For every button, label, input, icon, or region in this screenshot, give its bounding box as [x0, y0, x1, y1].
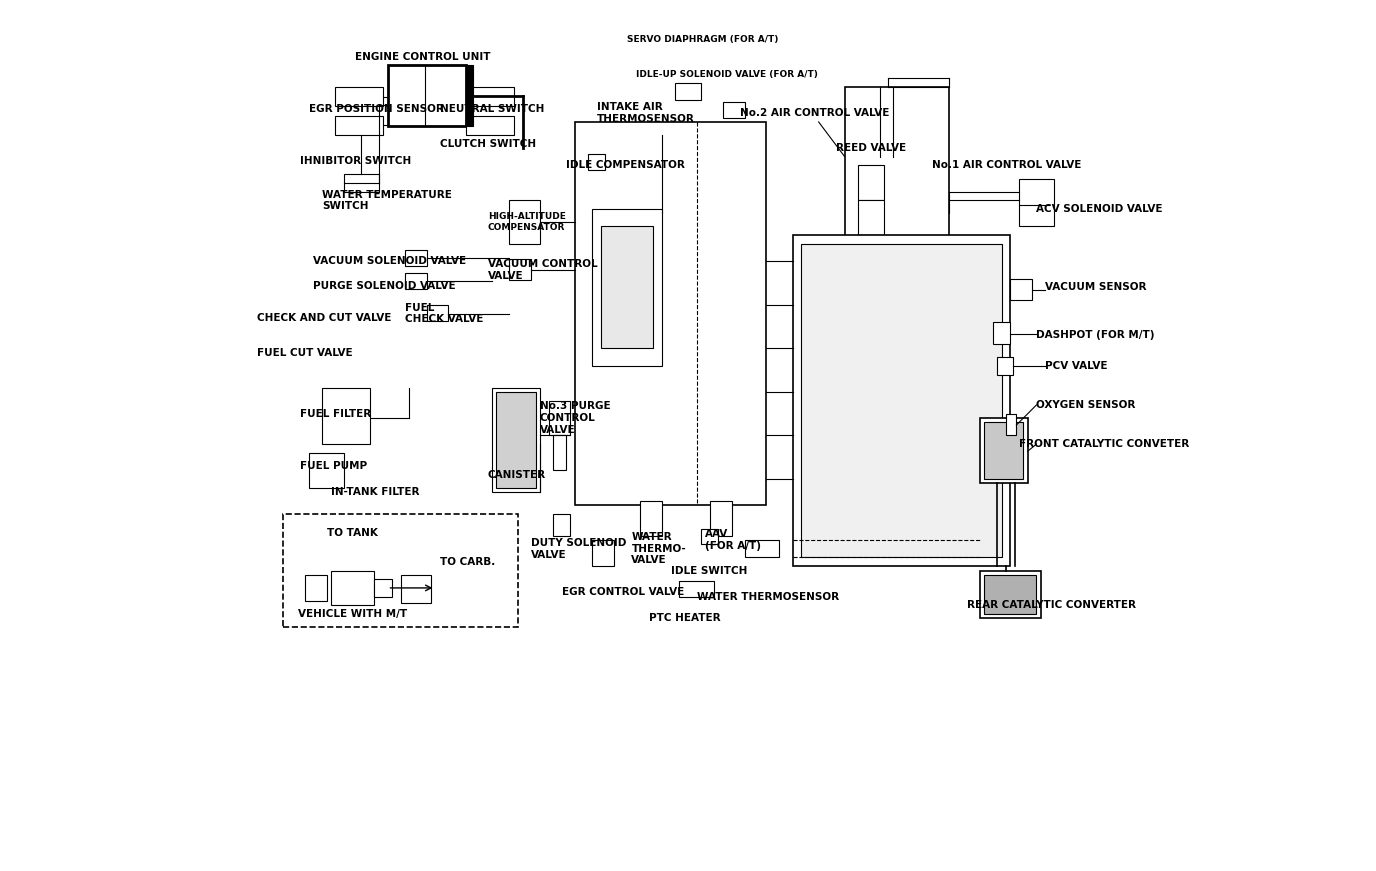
- Text: No.3 PURGE
CONTROL
VALVE: No.3 PURGE CONTROL VALVE: [539, 402, 611, 435]
- Bar: [553, 514, 571, 536]
- Bar: [493, 388, 539, 492]
- Bar: [993, 322, 1010, 344]
- Bar: [330, 571, 374, 605]
- Text: HIGH-ALTITUDE
COMPENSATOR: HIGH-ALTITUDE COMPENSATOR: [487, 213, 566, 232]
- Text: OXYGEN SENSOR: OXYGEN SENSOR: [1036, 400, 1135, 410]
- Text: CHECK AND CUT VALVE: CHECK AND CUT VALVE: [257, 313, 391, 323]
- Text: PURGE SOLENOID VALVE: PURGE SOLENOID VALVE: [314, 280, 455, 291]
- Text: REAR CATALYTIC CONVERTER: REAR CATALYTIC CONVERTER: [967, 600, 1135, 611]
- Bar: [405, 273, 427, 289]
- Bar: [427, 305, 449, 321]
- Text: PTC HEATER: PTC HEATER: [649, 613, 721, 624]
- Bar: [676, 83, 700, 100]
- Bar: [984, 422, 1024, 479]
- Bar: [466, 65, 473, 126]
- Text: PCV VALVE: PCV VALVE: [1046, 361, 1108, 371]
- Text: VEHICLE WITH M/T: VEHICLE WITH M/T: [299, 609, 407, 619]
- Bar: [283, 514, 519, 627]
- Text: FUEL PUMP: FUEL PUMP: [300, 461, 367, 471]
- Text: FUEL CUT VALVE: FUEL CUT VALVE: [257, 348, 352, 358]
- Bar: [722, 102, 744, 118]
- Bar: [592, 540, 614, 566]
- Bar: [310, 453, 344, 488]
- Bar: [980, 571, 1040, 618]
- Bar: [857, 165, 883, 200]
- Bar: [592, 209, 662, 366]
- Bar: [575, 122, 766, 505]
- Bar: [1020, 179, 1054, 226]
- Text: No.1 AIR CONTROL VALVE: No.1 AIR CONTROL VALVE: [932, 160, 1082, 171]
- Bar: [710, 501, 732, 536]
- Text: WATER TEMPERATURE
SWITCH: WATER TEMPERATURE SWITCH: [322, 190, 453, 211]
- Bar: [640, 501, 662, 536]
- Bar: [984, 575, 1036, 614]
- Bar: [845, 87, 949, 253]
- Text: IDLE-UP SOLENOID VALVE (FOR A/T): IDLE-UP SOLENOID VALVE (FOR A/T): [636, 70, 817, 78]
- Text: EGR CONTROL VALVE: EGR CONTROL VALVE: [561, 587, 684, 598]
- Text: DUTY SOLENOID
VALVE: DUTY SOLENOID VALVE: [531, 538, 626, 559]
- Text: VACUUM SOLENOID VALVE: VACUUM SOLENOID VALVE: [314, 256, 466, 267]
- Text: NEUTRAL SWITCH: NEUTRAL SWITCH: [440, 104, 544, 114]
- Text: IHNIBITOR SWITCH: IHNIBITOR SWITCH: [300, 156, 411, 166]
- Text: CANISTER: CANISTER: [487, 469, 546, 480]
- Bar: [793, 235, 1010, 566]
- Bar: [601, 226, 654, 348]
- Bar: [344, 174, 378, 192]
- Text: INTAKE AIR
THERMOSENSOR: INTAKE AIR THERMOSENSOR: [597, 103, 695, 124]
- Bar: [801, 244, 1002, 557]
- Bar: [1010, 279, 1032, 300]
- Bar: [509, 259, 531, 280]
- Bar: [549, 401, 571, 436]
- Text: REED VALVE: REED VALVE: [837, 143, 907, 153]
- Bar: [304, 575, 326, 601]
- Bar: [744, 540, 779, 557]
- Bar: [857, 235, 883, 248]
- Bar: [700, 529, 718, 544]
- Text: IN-TANK FILTER: IN-TANK FILTER: [330, 487, 420, 497]
- Bar: [466, 116, 513, 135]
- Text: SERVO DIAPHRAGM (FOR A/T): SERVO DIAPHRAGM (FOR A/T): [627, 35, 779, 44]
- Text: ENGINE CONTROL UNIT: ENGINE CONTROL UNIT: [355, 51, 490, 62]
- Text: TO TANK: TO TANK: [326, 528, 377, 538]
- Text: VACUUM CONTROL
VALVE: VACUUM CONTROL VALVE: [487, 260, 597, 280]
- Text: IDLE SWITCH: IDLE SWITCH: [670, 565, 747, 576]
- Bar: [466, 87, 513, 106]
- Bar: [497, 392, 535, 488]
- Text: IDLE COMPENSATOR: IDLE COMPENSATOR: [566, 160, 685, 171]
- Bar: [980, 418, 1028, 483]
- Text: WATER
THERMO-
VALVE: WATER THERMO- VALVE: [632, 532, 687, 565]
- Text: No.2 AIR CONTROL VALVE: No.2 AIR CONTROL VALVE: [740, 108, 890, 118]
- Bar: [680, 581, 714, 597]
- Bar: [553, 436, 566, 470]
- Bar: [322, 388, 370, 444]
- Bar: [405, 250, 427, 266]
- Bar: [388, 65, 466, 126]
- Bar: [857, 200, 883, 235]
- Bar: [400, 575, 431, 603]
- Bar: [588, 154, 605, 170]
- Text: FUEL FILTER: FUEL FILTER: [300, 408, 372, 419]
- Text: DASHPOT (FOR M/T): DASHPOT (FOR M/T): [1036, 330, 1154, 341]
- Text: VACUUM SENSOR: VACUUM SENSOR: [1046, 282, 1146, 293]
- Text: WATER THERMOSENSOR: WATER THERMOSENSOR: [696, 591, 839, 602]
- Text: FRONT CATALYTIC CONVETER: FRONT CATALYTIC CONVETER: [1020, 439, 1189, 449]
- Text: EGR POSITION SENSOR: EGR POSITION SENSOR: [310, 104, 444, 114]
- Text: TO CARB.: TO CARB.: [440, 557, 495, 567]
- Bar: [336, 116, 383, 135]
- Text: AAV
(FOR A/T): AAV (FOR A/T): [706, 530, 761, 550]
- Bar: [1006, 414, 1017, 436]
- Bar: [998, 357, 1013, 375]
- Text: ACV SOLENOID VALVE: ACV SOLENOID VALVE: [1036, 204, 1163, 214]
- Bar: [509, 200, 539, 244]
- Text: FUEL
CHECK VALVE: FUEL CHECK VALVE: [405, 303, 483, 324]
- Bar: [336, 87, 383, 106]
- Text: CLUTCH SWITCH: CLUTCH SWITCH: [440, 138, 535, 149]
- Bar: [374, 579, 392, 597]
